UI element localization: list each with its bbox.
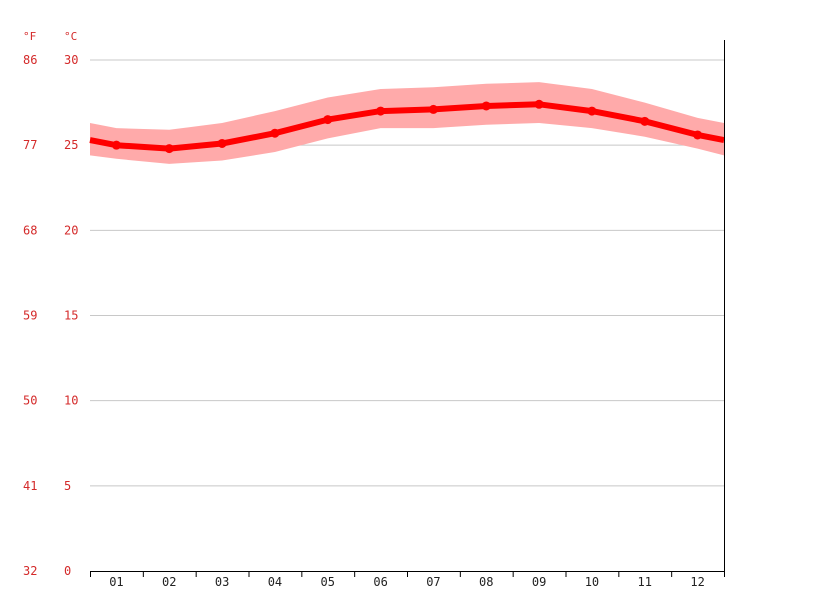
average-temperature-line bbox=[89, 101, 725, 152]
data-point bbox=[376, 106, 386, 116]
y-tick-fahrenheit: 32 bbox=[23, 564, 37, 578]
data-point bbox=[270, 128, 280, 138]
temperature-range-band bbox=[90, 82, 724, 164]
x-tick-label: 02 bbox=[162, 575, 176, 589]
x-tick-label: 05 bbox=[321, 575, 335, 589]
y-tick-fahrenheit: 77 bbox=[23, 138, 37, 152]
x-tick-label: 04 bbox=[268, 575, 282, 589]
x-tick-label: 09 bbox=[532, 575, 546, 589]
data-point bbox=[640, 116, 650, 126]
y-tick-fahrenheit: 86 bbox=[23, 53, 37, 67]
data-point bbox=[693, 130, 703, 140]
data-point bbox=[164, 144, 174, 154]
x-tick-label: 12 bbox=[690, 575, 704, 589]
data-point bbox=[323, 115, 333, 125]
y-tick-celsius: 15 bbox=[64, 309, 78, 323]
y-tick-celsius: 5 bbox=[64, 479, 71, 493]
x-tick-label: 06 bbox=[373, 575, 387, 589]
y-tick-celsius: 20 bbox=[64, 223, 78, 237]
x-tick-label: 08 bbox=[479, 575, 493, 589]
x-tick-label: 10 bbox=[585, 575, 599, 589]
x-tick-label: 07 bbox=[426, 575, 440, 589]
y-tick-fahrenheit: 41 bbox=[23, 479, 37, 493]
data-point bbox=[587, 106, 597, 116]
fahrenheit-unit-label: °F bbox=[23, 30, 36, 43]
y-tick-fahrenheit: 68 bbox=[23, 223, 37, 237]
data-point bbox=[428, 104, 438, 114]
y-tick-fahrenheit: 59 bbox=[23, 309, 37, 323]
data-point bbox=[534, 99, 544, 109]
y-tick-fahrenheit: 50 bbox=[23, 394, 37, 408]
data-point bbox=[111, 140, 121, 150]
celsius-unit-label: °C bbox=[64, 30, 77, 43]
y-tick-celsius: 0 bbox=[64, 564, 71, 578]
data-point bbox=[217, 138, 227, 148]
x-tick-label: 01 bbox=[109, 575, 123, 589]
y-tick-celsius: 10 bbox=[64, 394, 78, 408]
x-tick-label: 11 bbox=[638, 575, 652, 589]
x-tick-label: 03 bbox=[215, 575, 229, 589]
data-point bbox=[481, 101, 491, 111]
y-tick-celsius: 25 bbox=[64, 138, 78, 152]
y-tick-celsius: 30 bbox=[64, 53, 78, 67]
